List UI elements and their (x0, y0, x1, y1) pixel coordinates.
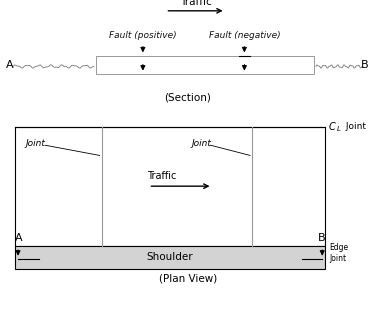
Text: Joint: Joint (343, 122, 365, 131)
Text: Edge
Joint: Edge Joint (329, 243, 348, 263)
Text: A: A (6, 60, 13, 70)
Text: L: L (337, 125, 340, 132)
Text: Traffic: Traffic (147, 171, 176, 180)
Text: A: A (15, 234, 23, 243)
Bar (15, 127, 325, 246)
Text: Shoulder: Shoulder (147, 252, 194, 262)
Text: Fault (positive): Fault (positive) (109, 31, 177, 40)
Bar (15, 246, 325, 269)
Text: Joint: Joint (26, 139, 45, 148)
Text: (Plan View): (Plan View) (159, 273, 217, 283)
Text: (Section): (Section) (165, 93, 211, 103)
Text: Fault (negative): Fault (negative) (209, 31, 280, 40)
Bar (96, 56, 314, 74)
Text: C: C (328, 122, 335, 132)
Text: Joint: Joint (191, 139, 211, 148)
Text: Traffic: Traffic (180, 0, 211, 7)
Text: B: B (361, 60, 368, 70)
Text: B: B (318, 234, 325, 243)
